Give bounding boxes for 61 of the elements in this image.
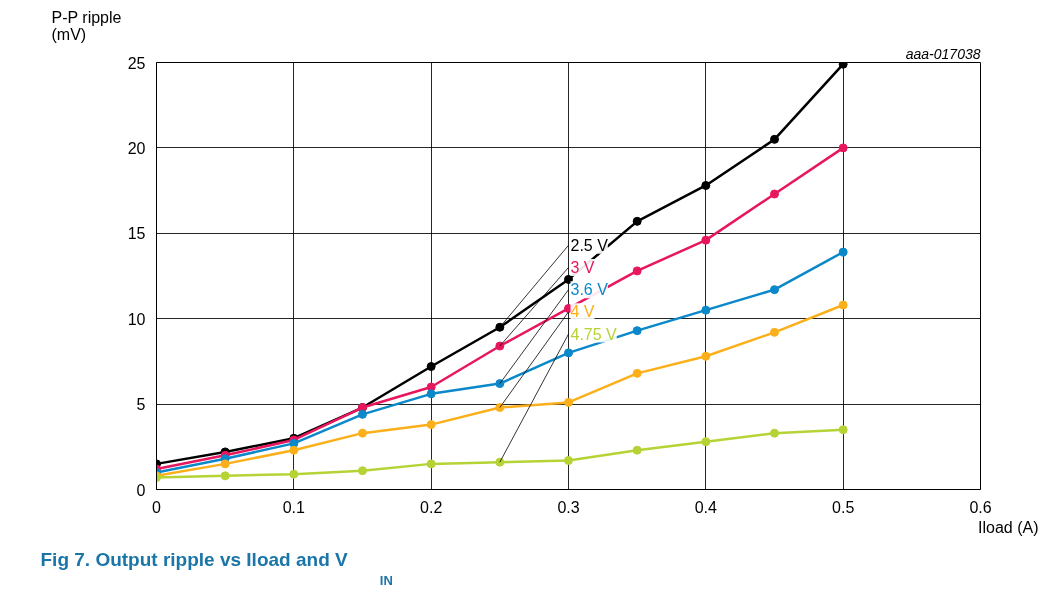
y-tick-label: 5 bbox=[136, 396, 146, 414]
point bbox=[701, 180, 711, 190]
y-tick-label: 20 bbox=[127, 139, 146, 157]
point bbox=[289, 445, 299, 455]
point bbox=[564, 397, 573, 407]
y-axis-title: P-P ripple (mV) bbox=[51, 8, 122, 43]
series-label: 2.5 V bbox=[570, 236, 609, 254]
text: 4 V bbox=[570, 303, 595, 321]
x-tick-label: 0.1 bbox=[282, 498, 306, 516]
point bbox=[770, 285, 779, 295]
point bbox=[358, 409, 367, 419]
point bbox=[770, 134, 779, 144]
point bbox=[426, 362, 436, 372]
x-tick-label: 0 bbox=[152, 498, 162, 516]
point bbox=[564, 455, 573, 465]
x-axis-title: Iload (A) bbox=[978, 518, 1039, 536]
point bbox=[701, 351, 711, 361]
point bbox=[770, 428, 779, 438]
y-tick-label: 0 bbox=[136, 481, 146, 499]
series-label: 3 V bbox=[570, 258, 595, 276]
x-tick-label: 0.5 bbox=[832, 498, 855, 516]
point bbox=[495, 457, 505, 467]
point bbox=[632, 216, 642, 226]
text: 3.6 V bbox=[570, 281, 609, 299]
point bbox=[426, 420, 436, 430]
point bbox=[495, 403, 505, 413]
x-tick-label: 0.4 bbox=[694, 498, 718, 516]
x-tick-label: 0.2 bbox=[420, 498, 443, 516]
y-tick-label: 25 bbox=[127, 54, 146, 72]
point bbox=[426, 459, 436, 469]
y-tick-label: 10 bbox=[127, 310, 146, 328]
point bbox=[770, 327, 779, 337]
chart-title: Fig 7. Output ripple vs Iload and VIN bbox=[40, 548, 393, 588]
point bbox=[632, 266, 642, 276]
point bbox=[289, 469, 299, 479]
point bbox=[495, 379, 505, 389]
point bbox=[564, 348, 573, 358]
point bbox=[495, 322, 505, 332]
point bbox=[838, 247, 848, 257]
point bbox=[838, 62, 848, 69]
point bbox=[220, 471, 230, 481]
point bbox=[426, 389, 436, 399]
point bbox=[632, 326, 642, 336]
text: aaa-017038 bbox=[905, 45, 981, 62]
point bbox=[838, 425, 848, 435]
point bbox=[838, 300, 848, 310]
y-tick-label: 15 bbox=[127, 225, 146, 243]
point bbox=[358, 466, 367, 476]
point bbox=[838, 143, 848, 153]
x-tick-label: 0.6 bbox=[969, 498, 992, 516]
point bbox=[220, 459, 230, 469]
point bbox=[632, 445, 642, 455]
point bbox=[770, 189, 779, 199]
text: 4.75 V bbox=[570, 325, 618, 343]
x-tick-label: 0.3 bbox=[557, 498, 580, 516]
point bbox=[564, 274, 573, 284]
point bbox=[701, 305, 711, 315]
point bbox=[701, 437, 711, 447]
point bbox=[701, 235, 711, 245]
point bbox=[358, 428, 367, 438]
point bbox=[632, 368, 642, 378]
